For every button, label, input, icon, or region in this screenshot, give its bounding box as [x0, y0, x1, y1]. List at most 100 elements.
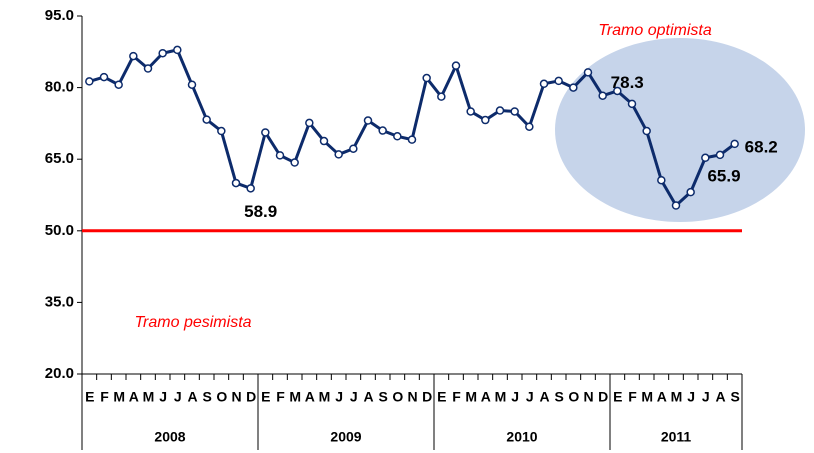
x-tick-label: F — [452, 389, 461, 405]
point — [481, 115, 490, 125]
x-tick-label: M — [319, 389, 330, 405]
point — [437, 92, 446, 101]
x-tick-label: J — [687, 389, 694, 405]
x-tick-label: M — [289, 389, 300, 405]
x-tick-label: E — [613, 389, 622, 405]
data-label: 58.9 — [244, 202, 277, 221]
point — [686, 187, 695, 197]
y-tick-label: 35.0 — [45, 293, 74, 310]
point — [349, 144, 358, 153]
x-tick-label: D — [246, 389, 256, 405]
point — [305, 118, 314, 128]
point — [510, 107, 519, 116]
x-tick-label: S — [554, 389, 563, 405]
x-tick-label: J — [702, 389, 709, 405]
x-tick-label: E — [261, 389, 270, 405]
point — [290, 158, 299, 167]
point — [554, 76, 563, 86]
x-tick-label: F — [100, 389, 109, 405]
x-tick-label: J — [526, 389, 533, 405]
point — [99, 72, 109, 82]
point — [730, 139, 739, 149]
point — [466, 107, 475, 116]
point — [627, 99, 637, 109]
point — [583, 68, 593, 77]
point — [539, 79, 549, 89]
x-tick-label: N — [407, 389, 417, 405]
point — [642, 126, 651, 136]
point — [613, 86, 622, 96]
x-tick-label: O — [216, 389, 227, 405]
x-tick-label: M — [113, 389, 124, 405]
x-tick-label: J — [174, 389, 181, 405]
point — [275, 151, 285, 160]
x-tick-label: A — [187, 389, 197, 405]
point — [231, 178, 241, 188]
point — [319, 136, 329, 146]
data-label: 68.2 — [745, 137, 778, 156]
point — [525, 122, 534, 131]
x-tick-label: O — [392, 389, 403, 405]
point — [598, 91, 607, 100]
point — [569, 83, 578, 92]
point — [334, 150, 343, 159]
point — [158, 48, 167, 58]
x-tick-label: A — [481, 389, 491, 405]
x-tick-label: S — [202, 389, 211, 405]
point — [261, 128, 270, 137]
annotation: Tramo pesimista — [134, 314, 251, 331]
point — [378, 126, 387, 135]
x-tick-label: J — [335, 389, 342, 405]
point — [85, 77, 94, 86]
point — [114, 80, 123, 89]
x-tick-label: M — [671, 389, 682, 405]
x-tick-label: A — [305, 389, 315, 405]
point — [217, 126, 226, 136]
y-tick-label: 20.0 — [45, 365, 74, 382]
x-tick-label: M — [143, 389, 154, 405]
x-tick-label: A — [363, 389, 373, 405]
x-tick-label: A — [657, 389, 667, 405]
point — [495, 106, 505, 115]
x-tick-label: A — [129, 389, 139, 405]
data-label: 65.9 — [707, 166, 740, 185]
x-tick-label: J — [350, 389, 357, 405]
x-tick-label: A — [539, 389, 549, 405]
x-tick-label: M — [641, 389, 652, 405]
y-tick-label: 95.0 — [45, 7, 74, 24]
x-tick-label: J — [159, 389, 166, 405]
group-label: 2009 — [330, 429, 361, 445]
optimist-zone — [555, 38, 805, 222]
x-tick-label: S — [730, 389, 739, 405]
point — [143, 64, 153, 73]
x-tick-label: M — [465, 389, 476, 405]
x-tick-label: O — [568, 389, 579, 405]
x-tick-label: S — [378, 389, 387, 405]
x-tick-label: N — [583, 389, 593, 405]
point — [363, 116, 373, 125]
point — [173, 45, 182, 55]
point — [422, 73, 431, 83]
point — [451, 61, 461, 70]
x-tick-label: N — [231, 389, 241, 405]
x-tick-label: F — [276, 389, 285, 405]
point — [393, 132, 402, 141]
y-tick-label: 65.0 — [45, 150, 74, 167]
point — [129, 51, 138, 61]
x-tick-label: E — [85, 389, 94, 405]
point — [202, 115, 211, 124]
point — [246, 184, 255, 193]
x-tick-label: E — [437, 389, 446, 405]
x-tick-label: M — [495, 389, 506, 405]
x-tick-label: D — [422, 389, 432, 405]
point — [187, 80, 197, 89]
x-tick-label: F — [628, 389, 637, 405]
y-tick-label: 50.0 — [45, 222, 74, 239]
x-tick-label: J — [511, 389, 518, 405]
point — [671, 201, 681, 210]
group-label: 2008 — [154, 429, 185, 445]
group-label: 2011 — [661, 429, 692, 445]
annotation: Tramo optimista — [598, 22, 712, 39]
point — [657, 175, 666, 185]
